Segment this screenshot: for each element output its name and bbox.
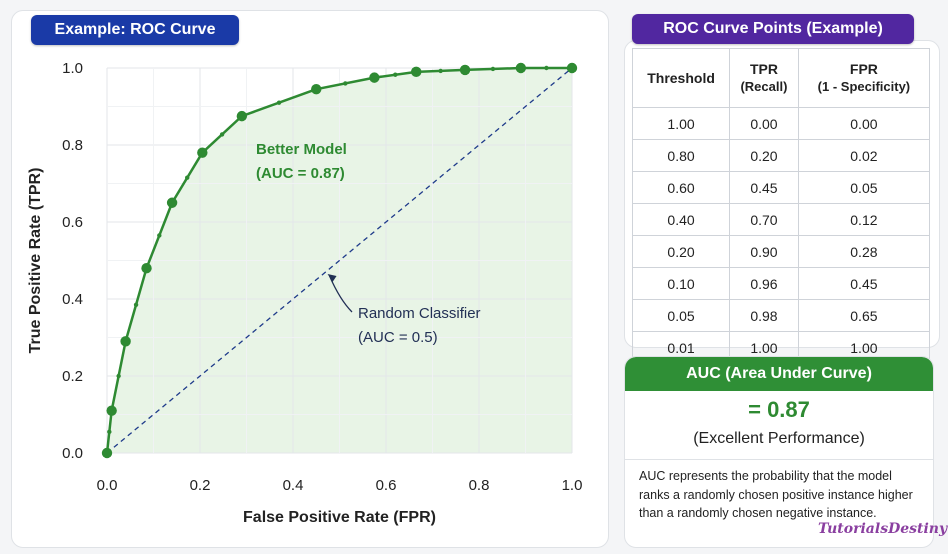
table-row: 0.20 0.90 0.28 bbox=[631, 235, 931, 268]
roc-minor-point bbox=[185, 175, 190, 180]
roc-minor-point bbox=[438, 68, 443, 74]
y-tick-label: 0.4 bbox=[62, 291, 83, 308]
x-tick-label: 0.6 bbox=[376, 477, 397, 494]
table-cell: 0.98 bbox=[729, 299, 799, 332]
random-classifier-auc-label: (AUC = 0.5) bbox=[358, 329, 438, 346]
table-header-row: Threshold TPR (Recall) FPR (1 - Specificity) bbox=[631, 48, 931, 108]
roc-minor-point bbox=[490, 66, 496, 72]
table-row: 1.00 0.00 0.00 bbox=[631, 107, 931, 140]
x-tick-label: 0.0 bbox=[97, 477, 118, 494]
roc-point bbox=[106, 405, 117, 416]
x-tick-label: 0.2 bbox=[190, 477, 211, 494]
table-cell: 0.20 bbox=[631, 235, 731, 268]
x-tick-label: 0.4 bbox=[283, 477, 304, 494]
table-row: 0.05 0.98 0.65 bbox=[631, 299, 931, 332]
random-classifier-line bbox=[106, 67, 573, 454]
table-cell: 0.96 bbox=[729, 267, 799, 300]
roc-point bbox=[311, 83, 322, 95]
auc-panel: AUC (Area Under Curve) = 0.87 (Excellent… bbox=[624, 356, 934, 548]
table-cell: 0.20 bbox=[729, 139, 799, 172]
auc-divider bbox=[625, 459, 933, 460]
y-tick-label: 1.0 bbox=[62, 60, 83, 77]
table-header-2: FPR (1 - Specificity) bbox=[797, 48, 931, 108]
table-title: ROC Curve Points (Example) bbox=[632, 14, 914, 44]
auc-performance: (Excellent Performance) bbox=[693, 430, 865, 447]
table-header-0: Threshold bbox=[631, 48, 731, 108]
roc-minor-point bbox=[133, 302, 139, 307]
roc-minor-point bbox=[544, 65, 549, 71]
x-tick-label: 0.8 bbox=[469, 477, 490, 494]
table-row: 0.10 0.96 0.45 bbox=[631, 267, 931, 300]
table-cell: 0.60 bbox=[631, 171, 731, 204]
table-cell: 0.00 bbox=[729, 107, 799, 140]
x-axis-label: False Positive Rate (FPR) bbox=[243, 509, 436, 526]
y-axis-label: True Positive Rate (TPR) bbox=[27, 168, 44, 354]
table-cell: 0.10 bbox=[631, 267, 731, 300]
table-cell: 0.45 bbox=[729, 171, 799, 204]
table-cell: 0.28 bbox=[797, 235, 931, 268]
table-cell: 0.90 bbox=[729, 235, 799, 268]
table-row: 0.80 0.20 0.02 bbox=[631, 139, 931, 172]
table-cell: 0.05 bbox=[797, 171, 931, 204]
table-cell: 1.00 bbox=[631, 107, 731, 140]
roc-point bbox=[101, 447, 113, 459]
roc-minor-point bbox=[107, 429, 112, 435]
table-row: 0.60 0.45 0.05 bbox=[631, 171, 931, 204]
roc-point bbox=[141, 263, 152, 274]
table-cell: 0.45 bbox=[797, 267, 931, 300]
roc-minor-point bbox=[343, 81, 348, 86]
watermark-logo: TutorialsDestiny bbox=[818, 521, 948, 537]
arrow-head bbox=[327, 274, 337, 283]
table-cell: 0.12 bbox=[797, 203, 931, 236]
auc-title: AUC (Area Under Curve) bbox=[625, 357, 933, 391]
y-tick-label: 0.2 bbox=[62, 368, 83, 385]
table-cell: 0.05 bbox=[631, 299, 731, 332]
table-cell: 0.02 bbox=[797, 139, 931, 172]
roc-minor-point bbox=[276, 100, 282, 105]
roc-point bbox=[459, 64, 471, 76]
x-tick-label: 1.0 bbox=[562, 477, 583, 494]
table-cell: 0.70 bbox=[729, 203, 799, 236]
roc-point bbox=[166, 197, 178, 208]
roc-minor-point bbox=[393, 72, 398, 77]
roc-minor-point bbox=[219, 132, 225, 137]
roc-point bbox=[236, 110, 248, 122]
roc-point bbox=[515, 62, 527, 74]
table-cell: 0.00 bbox=[797, 107, 931, 140]
roc-point bbox=[120, 336, 131, 347]
table-cell: 0.40 bbox=[631, 203, 731, 236]
y-tick-label: 0.6 bbox=[62, 214, 83, 231]
better-model-auc-label: (AUC = 0.87) bbox=[256, 165, 345, 182]
auc-description: AUC represents the probability that the … bbox=[639, 469, 913, 520]
roc-point bbox=[411, 66, 422, 78]
chart-title: Example: ROC Curve bbox=[31, 15, 239, 45]
auc-value: = 0.87 bbox=[748, 397, 810, 422]
roc-point bbox=[566, 62, 578, 74]
y-tick-label: 0.0 bbox=[62, 445, 83, 462]
roc-minor-point bbox=[116, 373, 121, 379]
table-row: 0.40 0.70 0.12 bbox=[631, 203, 931, 236]
table-cell: 0.65 bbox=[797, 299, 931, 332]
roc-point bbox=[369, 72, 380, 83]
table-header-1: TPR (Recall) bbox=[729, 48, 799, 108]
better-model-label: Better Model bbox=[256, 141, 347, 158]
roc-point bbox=[197, 147, 208, 158]
random-classifier-label: Random Classifier bbox=[358, 305, 481, 322]
table-cell: 0.80 bbox=[631, 139, 731, 172]
roc-chart: 0.0 0.2 0.4 0.6 0.8 1.0 0.0 0.2 0.4 0.6 0.8 1.0 Fals… bbox=[27, 60, 583, 526]
roc-points-table: Threshold TPR (Recall) FPR (1 - Specificity)… bbox=[631, 48, 931, 364]
roc-minor-point bbox=[157, 233, 162, 238]
table-body: 1.00 0.00 0.00 0.80 0.20 0.02 0.60 0.45 0.05 0.40… bbox=[631, 107, 931, 364]
y-tick-label: 0.8 bbox=[62, 137, 83, 154]
